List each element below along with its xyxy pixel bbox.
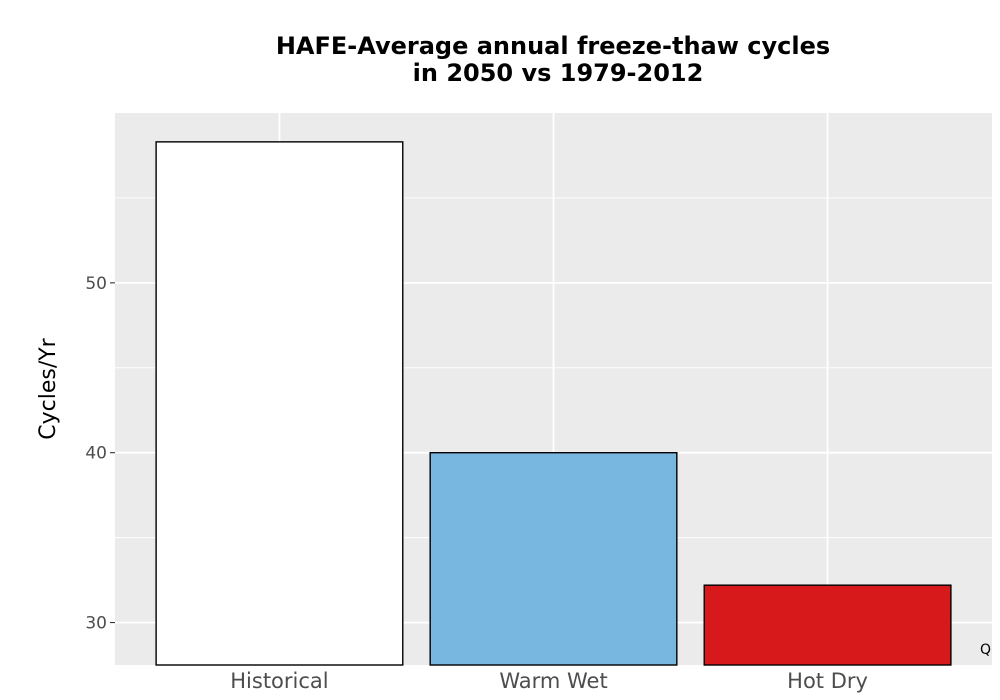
corner-note: Q bbox=[980, 642, 991, 658]
y-tick-label: 50 bbox=[85, 274, 107, 294]
bar bbox=[429, 451, 678, 666]
bar bbox=[155, 141, 404, 666]
x-category-label: Warm Wet bbox=[499, 669, 607, 693]
x-category-label: Historical bbox=[230, 669, 328, 693]
chart-title-line-1: HAFE-Average annual freeze-thaw cycles bbox=[276, 32, 830, 60]
bar bbox=[703, 584, 952, 666]
y-tick-label: 30 bbox=[85, 614, 107, 634]
y-tick-label: 40 bbox=[85, 444, 107, 464]
x-axis-labels: Historical Warm Wet Hot Dry bbox=[230, 669, 868, 693]
y-axis-title: Cycles/Yr bbox=[36, 337, 61, 439]
y-axis-ticks: 30 40 50 bbox=[85, 274, 115, 634]
chart-title-line-2: in 2050 vs 1979-2012 bbox=[413, 59, 704, 87]
bars bbox=[155, 141, 952, 666]
x-category-label: Hot Dry bbox=[787, 669, 868, 693]
